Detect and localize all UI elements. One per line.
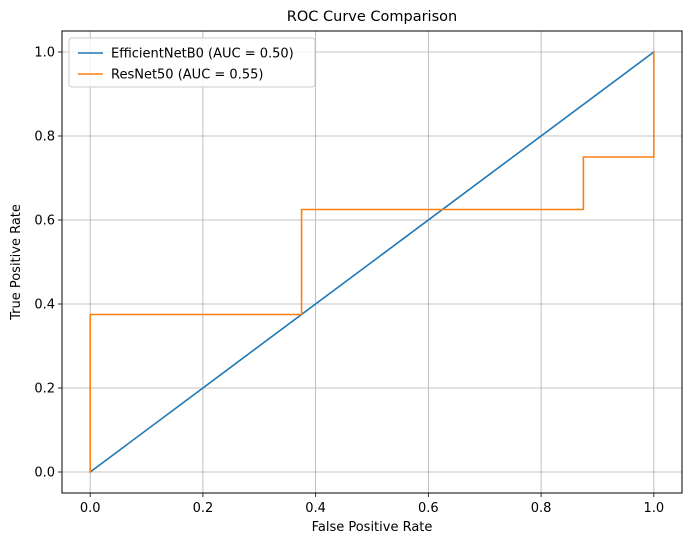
x-axis-label: False Positive Rate	[312, 520, 433, 535]
y-tick-label: 0.6	[34, 214, 55, 229]
y-tick-label: 0.2	[34, 382, 55, 397]
plot-frame	[61, 30, 683, 494]
chart-title: ROC Curve Comparison	[287, 9, 457, 25]
x-tick-label: 0.4	[305, 501, 326, 516]
x-tick-label: 0.2	[193, 501, 214, 516]
series-line-1	[89, 51, 655, 473]
legend-label-1: ResNet50 (AUC = 0.55)	[111, 68, 263, 83]
x-tick-label: 0.6	[418, 501, 439, 516]
grid-layer	[62, 31, 682, 493]
y-tick-label: 0.0	[34, 466, 55, 481]
y-tick-label: 1.0	[34, 46, 55, 61]
legend-label-0: EfficientNetB0 (AUC = 0.50)	[111, 47, 294, 62]
x-tick-label: 0.0	[80, 501, 101, 516]
x-tick-label: 0.8	[531, 501, 552, 516]
legend-box	[68, 37, 316, 88]
series-line-0	[89, 50, 655, 474]
y-tick-label: 0.4	[34, 298, 55, 313]
x-tick-label: 1.0	[643, 501, 664, 516]
series-layer	[89, 50, 655, 474]
y-tick-label: 0.8	[34, 130, 55, 145]
legend: EfficientNetB0 (AUC = 0.50) ResNet50 (AUC…	[68, 37, 316, 88]
tick-layer: 0.0 0.2 0.4 0.6 0.8 1.0 0.0 0.2 0.4 0.6 0.8 1.0	[34, 46, 664, 517]
y-axis-label: True Positive Rate	[9, 204, 24, 321]
